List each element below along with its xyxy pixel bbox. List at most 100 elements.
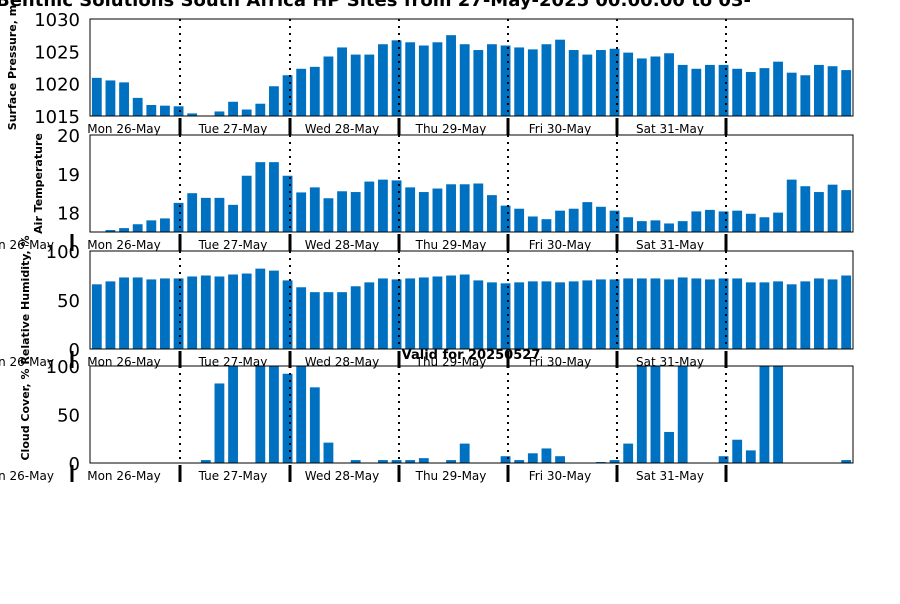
plot-frame xyxy=(89,18,854,117)
bar xyxy=(623,443,634,463)
bar xyxy=(745,450,756,463)
bar xyxy=(650,278,661,349)
bar xyxy=(119,228,129,232)
y-tick-label: 0 xyxy=(69,454,80,475)
bar xyxy=(269,86,279,116)
bar xyxy=(214,276,225,349)
bar xyxy=(309,292,320,349)
bar xyxy=(200,197,211,232)
y-tick-label: 100 xyxy=(46,242,80,263)
bar xyxy=(705,209,715,232)
bar xyxy=(350,54,361,116)
bar xyxy=(568,50,579,116)
bar xyxy=(282,75,293,116)
bar xyxy=(541,44,552,116)
bar xyxy=(241,273,252,349)
bar xyxy=(173,202,184,232)
bar xyxy=(473,280,484,349)
valid-date-label: Valid for 20250527 xyxy=(402,348,541,363)
bar xyxy=(827,66,838,116)
bar xyxy=(527,49,538,116)
y-tick-label: 50 xyxy=(57,291,80,312)
y-axis-label: Surface Pressure, m xyxy=(6,5,19,130)
y-tick-label: 50 xyxy=(57,406,80,427)
bar xyxy=(418,458,429,463)
bar xyxy=(623,278,634,349)
bar xyxy=(623,52,634,116)
bar xyxy=(568,281,579,349)
bar xyxy=(146,279,157,349)
bar xyxy=(255,103,266,116)
bar xyxy=(432,188,443,232)
y-axis-label: Cloud Cover, % xyxy=(19,368,32,460)
bar xyxy=(418,192,429,232)
bar xyxy=(500,283,511,349)
bar xyxy=(391,180,402,232)
x-tick-label: Mon 26-May xyxy=(87,469,161,483)
bar xyxy=(677,277,688,349)
bar xyxy=(350,460,361,463)
bar xyxy=(228,274,238,349)
bar xyxy=(596,50,606,116)
y-tick-label: 18 xyxy=(57,204,80,225)
x-tick-label: n 26-May xyxy=(0,469,54,483)
bar xyxy=(350,192,361,232)
bar xyxy=(514,208,525,232)
bar xyxy=(500,45,511,117)
x-tick-label: Tue 27-May xyxy=(198,238,268,252)
x-tick-label: Sat 31-May xyxy=(636,238,704,252)
bar xyxy=(432,42,443,116)
bar xyxy=(364,54,375,116)
bar xyxy=(732,210,743,232)
bar xyxy=(745,282,756,349)
bar xyxy=(705,64,715,116)
bar xyxy=(609,279,620,349)
y-axis-label: Air Temperature xyxy=(32,133,45,234)
bar xyxy=(105,80,116,116)
bar xyxy=(173,106,184,116)
bar xyxy=(691,68,702,116)
bar xyxy=(405,278,416,349)
bar xyxy=(664,53,674,116)
bar xyxy=(228,204,238,232)
bar xyxy=(296,68,307,116)
bar xyxy=(541,219,552,232)
bar xyxy=(732,439,743,463)
x-tick-label: Thu 29-May xyxy=(415,238,487,252)
bar xyxy=(337,47,347,117)
bar xyxy=(255,162,266,232)
bar xyxy=(636,221,647,232)
bar xyxy=(759,282,770,349)
bar xyxy=(105,230,116,232)
bar xyxy=(841,190,852,232)
bar xyxy=(582,54,593,116)
bar xyxy=(146,105,157,116)
bar xyxy=(446,275,456,349)
bar xyxy=(609,460,620,463)
bar xyxy=(241,109,252,116)
bar xyxy=(446,35,456,116)
bar xyxy=(364,282,375,349)
bar xyxy=(527,281,538,349)
x-tick-label: Fri 30-May xyxy=(529,469,592,483)
bar xyxy=(650,220,661,232)
bar xyxy=(391,279,402,349)
bar xyxy=(323,442,334,463)
bar xyxy=(677,221,688,232)
bar xyxy=(214,383,225,463)
bar xyxy=(582,202,593,232)
bar xyxy=(636,278,647,349)
bar xyxy=(773,61,783,116)
bar xyxy=(446,184,456,232)
bar xyxy=(405,42,416,116)
bar xyxy=(609,210,620,232)
bar xyxy=(664,431,674,463)
x-tick-label: Thu 29-May xyxy=(415,469,487,483)
bar xyxy=(269,270,279,349)
bar xyxy=(691,278,702,349)
bar xyxy=(200,460,211,463)
bar xyxy=(378,44,388,116)
bar xyxy=(459,443,470,463)
bar xyxy=(214,197,225,232)
